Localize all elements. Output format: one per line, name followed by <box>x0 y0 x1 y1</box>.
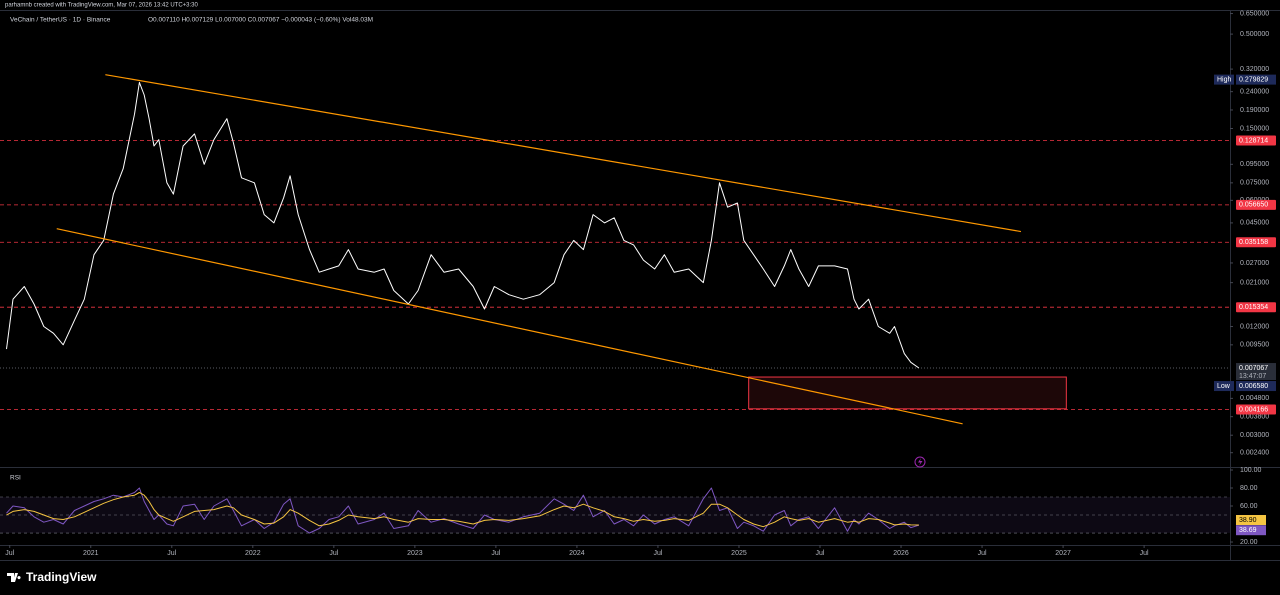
level-label-box <box>1236 404 1276 415</box>
rsi-last-label: 38.90 <box>1239 517 1257 524</box>
y-tick-label: 100.00 <box>1240 467 1262 474</box>
x-tick-label: 2023 <box>407 550 423 557</box>
low-name-box <box>1214 381 1234 392</box>
y-tick-label: 0.045000 <box>1240 220 1269 227</box>
y-tick-label: 0.002400 <box>1240 450 1269 457</box>
y-tick-label: 0.190000 <box>1240 107 1269 114</box>
x-tick-label: Jul <box>329 550 338 557</box>
countdown-label: 13:47:07 <box>1239 373 1266 380</box>
y-tick-label: 0.075000 <box>1240 180 1269 187</box>
low-name: Low <box>1217 383 1231 390</box>
y-tick-label: 0.003000 <box>1240 432 1269 439</box>
y-tick-label: 0.240000 <box>1240 88 1269 95</box>
y-tick-label: 0.027000 <box>1240 260 1269 267</box>
x-tick-label: Jul <box>167 550 176 557</box>
level-label: 0.056650 <box>1239 202 1268 209</box>
level-label-box <box>1236 237 1276 248</box>
level-label: 0.015354 <box>1239 304 1268 311</box>
symbol-title: VeChain / TetherUS · 1D · Binance <box>10 17 111 24</box>
rsi-last-box <box>1236 515 1266 526</box>
high-value: 0.279829 <box>1239 76 1268 83</box>
x-tick-label: 2026 <box>893 550 909 557</box>
brand-logo: TradingView <box>7 570 97 584</box>
y-tick-label: 0.009500 <box>1240 342 1269 349</box>
x-tick-label: Jul <box>5 550 14 557</box>
x-tick-label: Jul <box>653 550 662 557</box>
y-tick-label: 0.500000 <box>1240 31 1269 38</box>
brand-mark <box>7 573 21 582</box>
y-tick-label: 0.320000 <box>1240 66 1269 73</box>
series-line <box>6 492 919 528</box>
x-tick-label: 2025 <box>731 550 747 557</box>
rsi-last-label: 38.69 <box>1239 527 1257 534</box>
rsi-title: RSI <box>10 475 21 482</box>
y-tick-label: 0.003800 <box>1240 414 1269 421</box>
level-label: 0.128714 <box>1239 137 1268 144</box>
x-tick-label: Jul <box>978 550 987 557</box>
low-value-box <box>1236 381 1276 392</box>
high-value-box <box>1236 74 1276 85</box>
trendline <box>56 228 963 425</box>
x-tick-label: Jul <box>816 550 825 557</box>
x-tick-label: Jul <box>1140 550 1149 557</box>
series-line <box>6 487 920 534</box>
y-tick-label: 0.095000 <box>1240 161 1269 168</box>
level-label-box <box>1236 135 1276 146</box>
x-tick-label: 2027 <box>1055 550 1071 557</box>
x-tick-label: Jul <box>491 550 500 557</box>
y-tick-label: 60.00 <box>1240 503 1258 510</box>
author-line: parhamnb created with TradingView.com, M… <box>5 3 198 9</box>
level-label: 0.035158 <box>1239 239 1268 246</box>
event-icon[interactable] <box>914 456 926 468</box>
high-name-box <box>1214 74 1234 85</box>
level-label-box <box>1236 302 1276 313</box>
y-tick-label: 0.012000 <box>1240 323 1269 330</box>
ohlc-legend: O0.007110 H0.007129 L0.007000 C0.007067 … <box>148 17 373 24</box>
y-tick-label: 0.021000 <box>1240 279 1269 286</box>
x-tick-label: 2021 <box>83 550 99 557</box>
low-value: 0.006580 <box>1239 383 1268 390</box>
y-tick-label: 0.150000 <box>1240 125 1269 132</box>
level-label: 0.004166 <box>1239 406 1268 413</box>
last-price-box <box>1236 363 1276 381</box>
demand-zone <box>748 376 1067 410</box>
y-tick-label: 0.650000 <box>1240 10 1269 17</box>
brand-name: TradingView <box>26 570 97 584</box>
event-icon-bolt <box>918 458 923 466</box>
y-tick-label: 20.00 <box>1240 539 1258 546</box>
y-tick-label: 0.004800 <box>1240 395 1269 402</box>
level-label-box <box>1236 199 1276 210</box>
last-price-label: 0.007067 <box>1239 365 1268 372</box>
x-tick-label: 2022 <box>245 550 261 557</box>
x-tick-label: 2024 <box>569 550 585 557</box>
trendline <box>105 74 1022 233</box>
series-line <box>6 81 920 369</box>
high-name: High <box>1217 76 1232 83</box>
y-tick-label: 80.00 <box>1240 485 1258 492</box>
rsi-last-box <box>1236 525 1266 536</box>
